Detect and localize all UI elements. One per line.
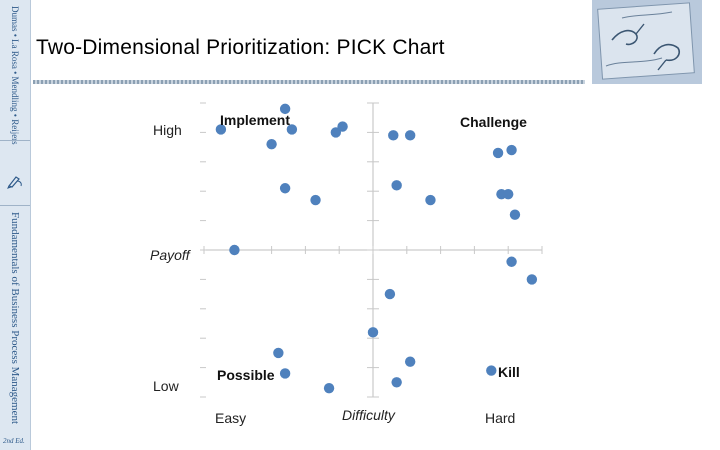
sidebar: Dumas • La Rosa • Mendling • Reijers Fun… xyxy=(0,0,31,450)
data-point xyxy=(330,127,342,138)
data-point xyxy=(286,124,298,135)
data-point xyxy=(388,130,399,141)
data-point xyxy=(279,103,291,115)
data-point xyxy=(279,183,291,194)
data-point xyxy=(509,209,521,220)
y-tick-label-high: High xyxy=(153,122,182,138)
data-point xyxy=(391,180,402,191)
data-point xyxy=(229,244,240,256)
sidebar-book-title: Fundamentals of Business Process Managem… xyxy=(9,212,21,425)
data-point xyxy=(404,356,416,367)
data-point xyxy=(273,347,284,359)
data-point xyxy=(215,124,227,135)
x-tick-label-hard: Hard xyxy=(485,410,515,426)
sidebar-divider xyxy=(0,205,30,206)
data-point xyxy=(492,147,504,159)
data-point xyxy=(337,121,348,132)
hand-writing-icon xyxy=(7,176,22,189)
data-point xyxy=(526,274,538,285)
quadrant-label-kill: Kill xyxy=(498,364,520,380)
sidebar-edition: 2nd Ed. xyxy=(3,437,25,445)
data-point xyxy=(404,130,416,141)
y-tick-label-low: Low xyxy=(153,378,180,394)
slide-title: Two-Dimensional Prioritization: PICK Cha… xyxy=(36,36,445,59)
x-axis-title: Difficulty xyxy=(342,407,396,423)
y-axis-title: Payoff xyxy=(150,247,192,263)
pick-chart: High Low Payoff Easy Hard Difficulty Imp… xyxy=(150,102,543,426)
data-point xyxy=(486,365,497,376)
data-point xyxy=(506,144,517,156)
quadrant-label-implement: Implement xyxy=(220,112,290,128)
data-point xyxy=(503,188,514,200)
title-underline xyxy=(33,80,585,84)
data-point xyxy=(310,194,321,206)
data-point xyxy=(425,194,436,206)
quadrant-label-possible: Possible xyxy=(217,367,275,383)
x-tick-label-easy: Easy xyxy=(215,410,246,426)
data-point xyxy=(391,377,402,388)
data-point xyxy=(266,138,277,150)
data-point xyxy=(506,256,517,267)
hand-drawing-sketch-icon xyxy=(592,0,702,84)
data-point xyxy=(323,382,335,394)
sidebar-divider xyxy=(0,140,30,141)
data-point xyxy=(367,327,379,338)
sidebar-authors: Dumas • La Rosa • Mendling • Reijers xyxy=(10,6,20,145)
data-point xyxy=(279,368,291,379)
quadrant-label-challenge: Challenge xyxy=(460,114,527,130)
data-point xyxy=(384,288,396,300)
